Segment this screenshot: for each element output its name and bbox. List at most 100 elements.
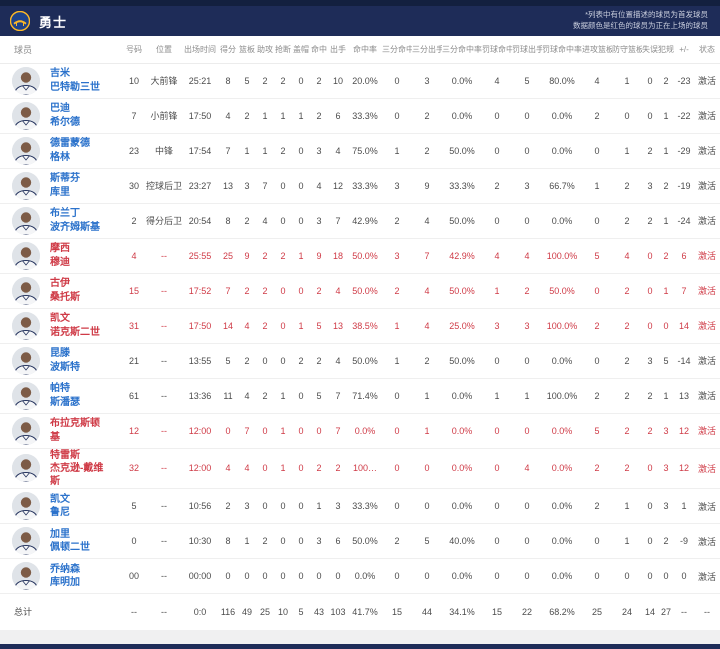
- player-name-link[interactable]: 布拉克斯顿基: [50, 418, 100, 443]
- stat-cell: 1: [612, 523, 642, 560]
- stat-cell: 0: [512, 523, 542, 560]
- stat-cell: 13: [328, 308, 348, 344]
- player-name-link[interactable]: 摩西 穆迪: [50, 243, 70, 268]
- stat-cell: 23:27: [182, 168, 218, 204]
- stat-cell: 0: [674, 558, 694, 595]
- column-header: 罚球命中率: [542, 36, 582, 64]
- table-body: 吉米 巴特勒三世 10 大前锋 25:21 8 5 2 2 0 2 10 20.0% 0 3 0.0% 4 5 80…: [0, 63, 720, 595]
- player-cell: 斯蒂芬 库里: [0, 168, 122, 204]
- stat-cell: 0: [382, 558, 412, 595]
- column-header: 球员: [0, 36, 122, 64]
- player-cell: 乔纳森 库明加: [0, 558, 122, 595]
- stat-cell: 0: [612, 98, 642, 134]
- player-cell: 布兰丁 波齐姆斯基: [0, 203, 122, 239]
- stat-cell: 23: [122, 133, 146, 169]
- stat-cell: 0: [582, 133, 612, 169]
- stat-cell: 控球后卫: [146, 168, 182, 204]
- player-name-link[interactable]: 帕特 斯潘瑟: [50, 383, 80, 408]
- totals-stat-cell: 0:0: [182, 593, 218, 630]
- player-name-link[interactable]: 德雷蒙德 格林: [50, 138, 90, 163]
- stat-cell: 0: [582, 273, 612, 309]
- stat-cell: 3: [482, 308, 512, 344]
- stat-cell: 2: [582, 378, 612, 414]
- player-name-link[interactable]: 乔纳森 库明加: [50, 563, 80, 589]
- column-header: 助攻: [256, 36, 274, 64]
- stat-cell: 0: [412, 488, 442, 525]
- stat-cell: 5: [218, 343, 238, 379]
- player-name-link[interactable]: 特雷斯 杰克逊-戴维斯: [50, 449, 104, 487]
- player-cell: 巴迪 希尔德: [0, 98, 122, 134]
- stat-cell: 0.0%: [442, 448, 482, 490]
- stat-cell: 3: [642, 168, 658, 204]
- stat-cell: 2: [256, 378, 274, 414]
- stat-cell: 激活: [694, 378, 720, 414]
- stat-cell: 0: [642, 273, 658, 309]
- stat-cell: 4: [122, 238, 146, 274]
- stat-cell: 80.0%: [542, 63, 582, 99]
- totals-stat-cell: --: [694, 593, 720, 630]
- stat-cell: 3: [238, 488, 256, 525]
- player-name-link[interactable]: 吉米 巴特勒三世: [50, 68, 100, 93]
- stat-cell: 0: [482, 413, 512, 449]
- stat-cell: 2: [238, 273, 256, 309]
- stat-cell: 2: [310, 63, 328, 99]
- stat-cell: 0: [256, 488, 274, 525]
- player-name-link[interactable]: 布兰丁 波齐姆斯基: [50, 208, 100, 233]
- stat-cell: 5: [310, 378, 328, 414]
- stat-cell: 0: [482, 343, 512, 379]
- stat-cell: --: [146, 343, 182, 379]
- stat-cell: 1: [612, 63, 642, 99]
- column-header: 失误: [642, 36, 658, 64]
- stat-cell: 00: [122, 558, 146, 595]
- stat-cell: 20:54: [182, 203, 218, 239]
- legend-note-line1: *列表中有位置描述的球员为首发球员: [585, 10, 708, 20]
- player-cell: 德雷蒙德 格林: [0, 133, 122, 169]
- stat-cell: 4: [218, 98, 238, 134]
- player-avatar: [12, 311, 40, 340]
- totals-stat-cell: --: [674, 593, 694, 630]
- totals-row: 总计 -- -- 0:0 116 49 25 10 5 43 103 41.7% 15 44 34.1% 15…: [0, 593, 720, 630]
- stat-cell: 0: [642, 488, 658, 525]
- stat-cell: --: [146, 558, 182, 595]
- player-name-link[interactable]: 昆滕 波斯特: [50, 348, 80, 373]
- player-name-link[interactable]: 加里 佩顿二世: [50, 528, 90, 554]
- stat-cell: 7: [218, 133, 238, 169]
- stat-cell: 4: [218, 448, 238, 490]
- stat-cell: 激活: [694, 98, 720, 134]
- totals-stat-cell: 10: [274, 593, 292, 630]
- player-avatar: [12, 416, 40, 445]
- stat-cell: 1: [612, 488, 642, 525]
- stat-cell: 32: [122, 448, 146, 490]
- stat-cell: 0: [642, 63, 658, 99]
- stat-cell: 0: [382, 448, 412, 490]
- stat-cell: 7: [328, 203, 348, 239]
- stat-cell: 0: [274, 308, 292, 344]
- stat-cell: 1: [382, 308, 412, 344]
- stat-cell: 0: [122, 523, 146, 560]
- stat-cell: 8: [218, 203, 238, 239]
- player-name-link[interactable]: 古伊 桑托斯: [50, 278, 80, 303]
- stat-cell: 0.0%: [542, 488, 582, 525]
- stat-cell: 17:50: [182, 98, 218, 134]
- stat-cell: 13: [218, 168, 238, 204]
- stat-cell: 5: [582, 413, 612, 449]
- stat-cell: 10: [122, 63, 146, 99]
- stat-cell: 1: [274, 413, 292, 449]
- player-name-link[interactable]: 凯文 诺克斯二世: [50, 313, 100, 338]
- player-row: 斯蒂芬 库里 30 控球后卫 23:27 13 3 7 0 0 4 12 33.3% 3 9 33.3% 2 3 6…: [0, 168, 720, 204]
- stat-cell: 0.0%: [542, 343, 582, 379]
- stat-cell: 1: [412, 378, 442, 414]
- stat-cell: 31: [122, 308, 146, 344]
- player-name-link[interactable]: 斯蒂芬 库里: [50, 173, 80, 198]
- stat-cell: 激活: [694, 413, 720, 449]
- player-name-link[interactable]: 凯文 鲁尼: [50, 493, 70, 519]
- player-name-link[interactable]: 巴迪 希尔德: [50, 103, 80, 128]
- totals-stat-cell: 25: [256, 593, 274, 630]
- stat-cell: 激活: [694, 63, 720, 99]
- stat-cell: 2: [274, 133, 292, 169]
- legend-note: *列表中有位置描述的球员为首发球员 数据颜色是红色的球员为正在上场的球员: [573, 10, 708, 32]
- stat-cell: 4: [238, 448, 256, 490]
- stat-cell: 2: [612, 168, 642, 204]
- stat-cell: 中锋: [146, 133, 182, 169]
- stat-cell: 2: [642, 133, 658, 169]
